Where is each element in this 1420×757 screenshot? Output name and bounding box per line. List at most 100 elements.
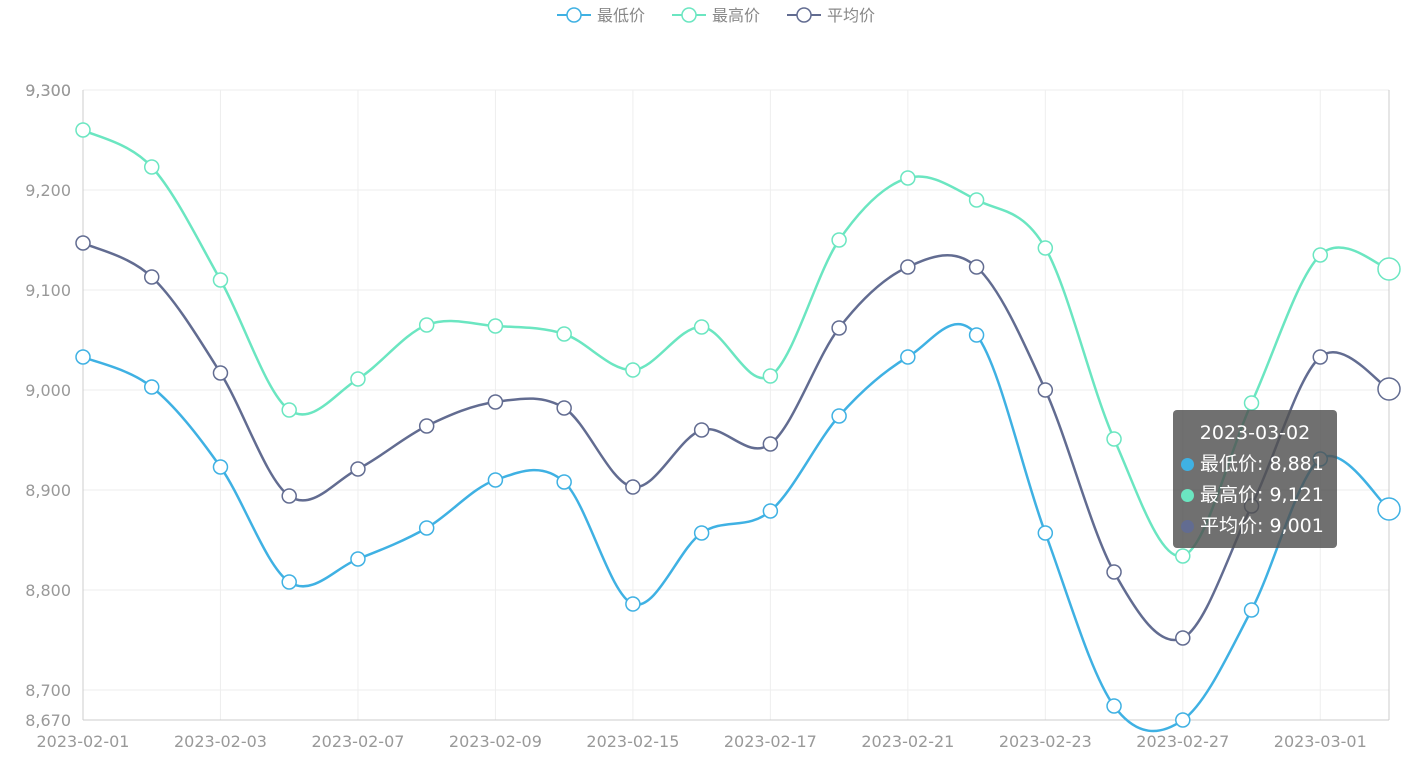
- data-point: [281, 488, 297, 504]
- data-point: [418, 317, 435, 333]
- data-point: [1243, 395, 1260, 411]
- data-point: [418, 418, 435, 434]
- x-tick-label: 2023-02-15: [586, 732, 679, 751]
- data-point: [693, 319, 710, 335]
- tooltip-text-avg: 平均价: 9,001: [1200, 515, 1324, 537]
- legend-label: 最高价: [712, 6, 760, 25]
- data-point: [1175, 630, 1191, 646]
- legend-item-1[interactable]: 最高价: [672, 6, 760, 25]
- grid-lines: [82, 89, 1389, 720]
- data-point: [75, 349, 91, 365]
- data-point: [831, 232, 847, 248]
- data-point: [143, 269, 160, 285]
- x-tick-label: 2023-02-09: [449, 732, 542, 751]
- x-tick-label: 2023-02-23: [999, 732, 1092, 751]
- data-point: [968, 327, 985, 343]
- x-tick-label: 2023-02-17: [724, 732, 817, 751]
- y-tick-label: 9,100: [25, 281, 71, 300]
- x-tick-label: 2023-02-07: [311, 732, 404, 751]
- legend-item-2[interactable]: 平均价: [787, 6, 875, 25]
- tooltip-date: 2023-03-02: [1199, 422, 1311, 444]
- data-point: [1243, 602, 1260, 618]
- data-point: [350, 551, 366, 567]
- data-point: [900, 259, 916, 275]
- tooltip-row-high: 最高价: 9,121: [1181, 480, 1329, 511]
- data-point: [625, 596, 641, 612]
- data-point: [1037, 240, 1054, 256]
- tooltip-text-low: 最低价: 8,881: [1200, 453, 1324, 475]
- legend-marker: [566, 7, 582, 23]
- data-point: [1106, 564, 1122, 580]
- data-point: [487, 472, 504, 488]
- data-point: [556, 400, 572, 416]
- x-tick-label: 2023-02-27: [1136, 732, 1229, 751]
- data-point: [487, 394, 504, 410]
- data-point: [625, 362, 641, 378]
- x-tick-label: 2023-02-03: [174, 732, 267, 751]
- data-point: [1037, 382, 1054, 398]
- tooltip-dot-avg: [1181, 520, 1194, 533]
- data-point: [143, 379, 160, 395]
- data-point: [1377, 377, 1401, 401]
- tooltip-row-avg: 平均价: 9,001: [1181, 511, 1329, 542]
- data-point: [762, 436, 779, 452]
- legend-marker: [796, 7, 812, 23]
- data-point: [556, 326, 572, 342]
- data-point: [212, 365, 229, 381]
- data-point: [968, 259, 985, 275]
- tooltip-text-high: 最高价: 9,121: [1200, 484, 1324, 506]
- data-point: [968, 192, 985, 208]
- data-point: [1106, 698, 1122, 714]
- data-point: [281, 574, 297, 590]
- data-point: [1175, 712, 1191, 728]
- tooltip-dot-high: [1181, 489, 1194, 502]
- data-point: [75, 122, 91, 138]
- tooltip-row-low: 最低价: 8,881: [1181, 449, 1329, 480]
- y-tick-label: 8,700: [25, 681, 71, 700]
- data-point: [1312, 247, 1329, 263]
- data-point: [75, 235, 91, 251]
- data-point: [1377, 257, 1401, 281]
- tooltip: 2023-03-02 最低价: 8,881 最高价: 9,121 平均价: 9,…: [1173, 410, 1337, 548]
- tooltip-dot-low: [1181, 458, 1194, 471]
- data-point: [693, 422, 710, 438]
- legend-label: 最低价: [597, 6, 645, 25]
- y-tick-label: 9,300: [25, 81, 71, 100]
- legend[interactable]: 最低价 最高价 平均价: [557, 6, 875, 25]
- data-point: [1377, 497, 1401, 521]
- y-tick-label: 8,800: [25, 581, 71, 600]
- data-point: [1175, 548, 1191, 564]
- y-tick-label: 9,000: [25, 381, 71, 400]
- data-point: [693, 525, 710, 541]
- y-tick-label: 8,900: [25, 481, 71, 500]
- x-tick-label: 2023-02-01: [37, 732, 130, 751]
- y-tick-label: 9,200: [25, 181, 71, 200]
- legend-marker: [681, 7, 697, 23]
- series-lines: [75, 122, 1401, 733]
- data-point: [281, 402, 297, 418]
- y-tick-label-min: 8,670: [25, 711, 71, 730]
- data-point: [556, 474, 572, 490]
- data-point: [212, 272, 229, 288]
- data-point: [418, 520, 435, 536]
- data-point: [831, 320, 847, 336]
- x-tick-label: 2023-02-21: [861, 732, 954, 751]
- legend-item-0[interactable]: 最低价: [557, 6, 645, 25]
- y-tick-label-max: 9,300: [25, 81, 71, 100]
- data-point: [831, 408, 847, 424]
- data-point: [1106, 431, 1122, 447]
- data-point: [350, 461, 366, 477]
- data-point: [1037, 525, 1054, 541]
- data-point: [900, 349, 916, 365]
- data-point: [900, 170, 916, 186]
- legend-label: 平均价: [827, 6, 875, 25]
- data-point: [625, 479, 641, 495]
- data-point: [1312, 349, 1329, 365]
- data-point: [487, 318, 504, 334]
- data-point: [762, 503, 779, 519]
- data-point: [350, 371, 366, 387]
- data-point: [143, 159, 160, 175]
- data-point: [762, 368, 779, 384]
- axes: 8,700 8,800 8,900 9,000 9,100 9,200 9,300 8,670…: [25, 81, 1390, 751]
